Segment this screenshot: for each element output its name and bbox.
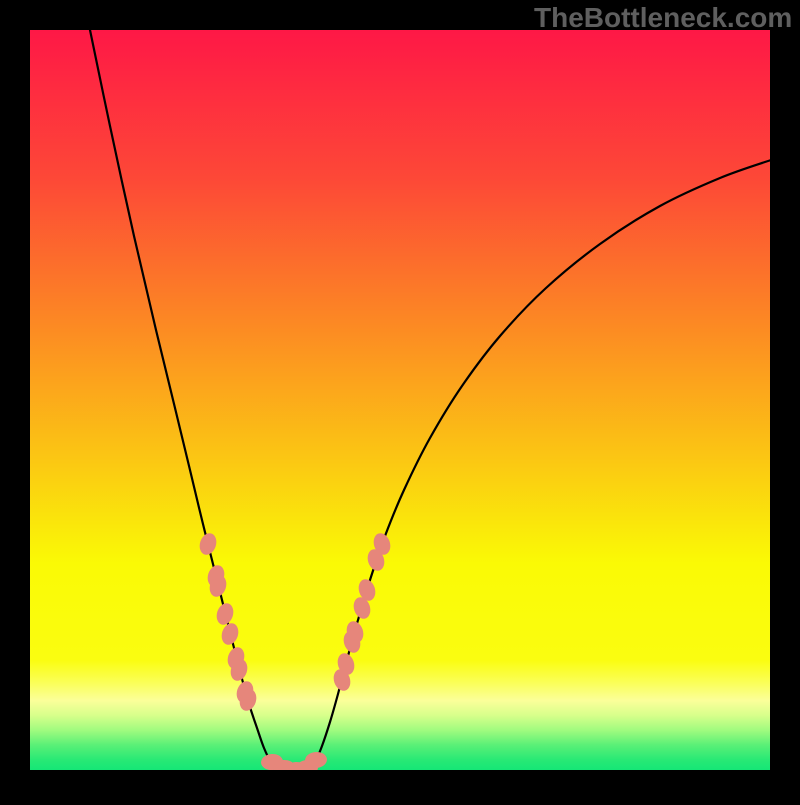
frame-left	[0, 0, 30, 800]
watermark-label: TheBottleneck.com	[534, 2, 792, 34]
plot-area	[0, 0, 800, 805]
gradient-panel	[30, 30, 771, 771]
chart-svg	[0, 0, 800, 800]
frame-right	[770, 0, 800, 800]
frame-bottom	[0, 770, 800, 800]
